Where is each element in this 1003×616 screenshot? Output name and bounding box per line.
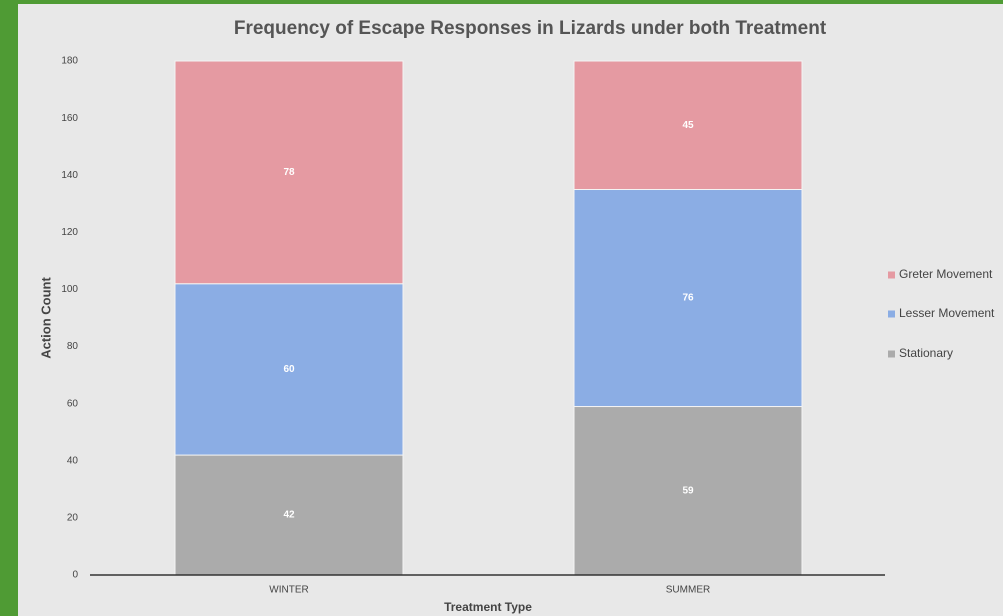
data-label: 76: [682, 293, 694, 304]
y-tick-label: 160: [61, 113, 78, 124]
y-tick-label: 20: [67, 513, 79, 524]
bar-segment: [174, 454, 404, 576]
data-label: 45: [682, 120, 694, 131]
bar-segment: [573, 60, 803, 190]
data-label: 60: [283, 364, 295, 375]
y-tick-label: 120: [61, 227, 78, 238]
y-tick-label: 100: [61, 284, 78, 295]
data-label: 59: [682, 485, 694, 496]
bar-segment: [174, 60, 404, 285]
y-tick-label: 60: [67, 398, 79, 409]
chart-title: Frequency of Escape Responses in Lizards…: [234, 18, 827, 39]
legend-label: Stationary: [899, 346, 953, 360]
data-label: 78: [283, 167, 295, 178]
y-tick-label: 180: [61, 56, 78, 67]
bar-segment: [174, 283, 404, 456]
y-tick-label: 40: [67, 455, 79, 466]
legend-swatch: [888, 310, 895, 318]
legend-label: Greter Movement: [899, 267, 993, 281]
x-tick-label: WINTER: [269, 585, 308, 596]
bar-segment: [573, 406, 803, 576]
y-tick-label: 80: [67, 341, 79, 352]
bar-segment: [573, 189, 803, 408]
x-tick-label: SUMMER: [666, 585, 710, 596]
data-label: 42: [283, 510, 295, 521]
chart-background: [18, 4, 1003, 616]
y-tick-label: 0: [72, 570, 78, 581]
legend-label: Lesser Movement: [899, 306, 995, 320]
y-axis-label: Action Count: [38, 277, 53, 359]
x-axis-label: Treatment Type: [444, 600, 532, 614]
y-tick-label: 140: [61, 170, 78, 181]
legend-swatch: [888, 350, 895, 358]
legend-swatch: [888, 271, 895, 279]
